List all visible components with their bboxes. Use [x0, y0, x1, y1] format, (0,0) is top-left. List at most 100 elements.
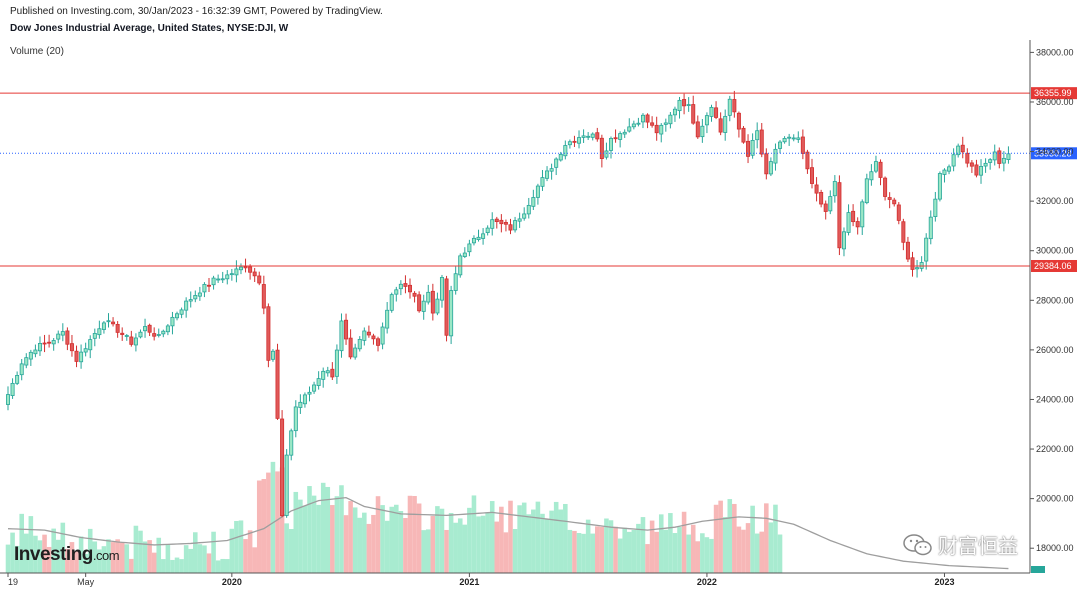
volume-bar	[457, 518, 463, 573]
candle-body	[170, 316, 175, 327]
candle-body	[997, 150, 1002, 164]
volume-bar	[101, 546, 107, 573]
volume-bar	[480, 515, 486, 573]
volume-bar	[531, 509, 536, 573]
volume-bar	[124, 544, 130, 573]
candle-body	[668, 114, 673, 125]
candle-body	[732, 99, 737, 113]
volume-bar	[649, 520, 655, 573]
candle-body	[714, 107, 719, 118]
y-tick-label: 34000.00	[1036, 147, 1074, 157]
candle-body	[289, 430, 294, 456]
y-tick-label: 36000.00	[1036, 97, 1074, 107]
hline-layer[interactable]: 36355.99 29384.06 33930.28	[0, 87, 1077, 573]
candle-body	[417, 294, 422, 312]
candle-body	[316, 378, 321, 386]
candle-body	[503, 222, 508, 225]
candle-body	[444, 278, 449, 336]
candle-body	[494, 218, 499, 223]
candle-body	[942, 169, 947, 175]
x-tick-label: May	[77, 577, 95, 587]
candle-body	[951, 154, 956, 167]
volume-bar	[266, 472, 271, 573]
candle-body	[366, 331, 371, 336]
volume-bar	[375, 496, 381, 573]
volume-bar	[567, 529, 573, 573]
candle-body	[837, 182, 842, 249]
volume-bar	[384, 520, 390, 573]
volume-bar	[613, 526, 618, 573]
candle-body	[919, 262, 924, 269]
volume-bar	[316, 504, 321, 573]
volume-bar	[690, 524, 696, 573]
candle-body	[887, 197, 892, 200]
price-tag	[1031, 87, 1077, 100]
volume-bar	[224, 559, 230, 573]
volume-bar	[270, 461, 276, 573]
candle-body	[915, 267, 920, 270]
candle-body	[69, 343, 74, 352]
candle-body	[275, 349, 280, 419]
candle-body	[184, 300, 189, 311]
volume-bar	[78, 536, 84, 573]
candle-body	[156, 334, 161, 336]
candle-body	[220, 278, 225, 281]
volume-bar	[590, 533, 596, 573]
volume-bar	[293, 491, 299, 573]
volume-bar	[307, 486, 312, 573]
volume-bar	[106, 539, 111, 573]
volume-bar	[595, 526, 600, 573]
volume-bar	[645, 544, 650, 573]
candle-body	[97, 328, 102, 336]
candle-body	[595, 132, 600, 140]
candle-body	[650, 122, 655, 126]
candle-body	[974, 164, 979, 176]
candle-body	[257, 275, 262, 284]
volume-bar	[87, 528, 93, 573]
candle-body	[280, 418, 285, 517]
candle-body	[124, 335, 129, 337]
candle-body	[129, 336, 134, 345]
volume-bar	[476, 516, 481, 573]
volume-bar	[421, 530, 426, 573]
candle-body	[983, 162, 988, 167]
volume-bar	[138, 530, 143, 573]
candle-body	[10, 382, 15, 396]
candle-body	[357, 338, 362, 350]
y-tick-label: 24000.00	[1036, 394, 1074, 404]
candle-body	[348, 337, 353, 358]
candle-body	[88, 339, 93, 351]
candle-body	[746, 140, 751, 157]
x-tick-label: 2020	[222, 577, 242, 587]
volume-bar	[229, 528, 235, 573]
volume-bar	[517, 505, 522, 573]
volume-bar	[403, 518, 408, 573]
volume-bar	[202, 545, 207, 573]
volume-bar	[681, 511, 687, 573]
candle-body	[969, 162, 974, 167]
chart-title: Dow Jones Industrial Average, United Sta…	[10, 23, 289, 34]
candle-body	[841, 231, 846, 250]
candle-body	[115, 324, 120, 333]
candle-body	[435, 298, 440, 314]
volume-bar	[339, 485, 344, 573]
candle-body	[481, 233, 486, 239]
volume-bar	[311, 495, 317, 573]
volume-bar	[407, 495, 413, 573]
volume-bar	[773, 504, 778, 573]
volume-bar	[348, 501, 353, 573]
candle-body	[590, 133, 595, 138]
candle-body	[485, 227, 490, 233]
candle-body	[138, 331, 143, 338]
candle-body	[449, 290, 454, 337]
volume-bar	[23, 533, 29, 573]
candle-body	[513, 220, 518, 231]
axis-layer: 18000.00 20000.00 22000.00 24000.00 26000.00…	[0, 40, 1074, 587]
volume-bar	[412, 496, 417, 573]
candle-body	[430, 290, 435, 314]
volume-bar	[686, 534, 691, 573]
volume-bar	[658, 514, 664, 573]
candle-layer	[6, 90, 1011, 518]
volume-bar	[275, 471, 280, 573]
